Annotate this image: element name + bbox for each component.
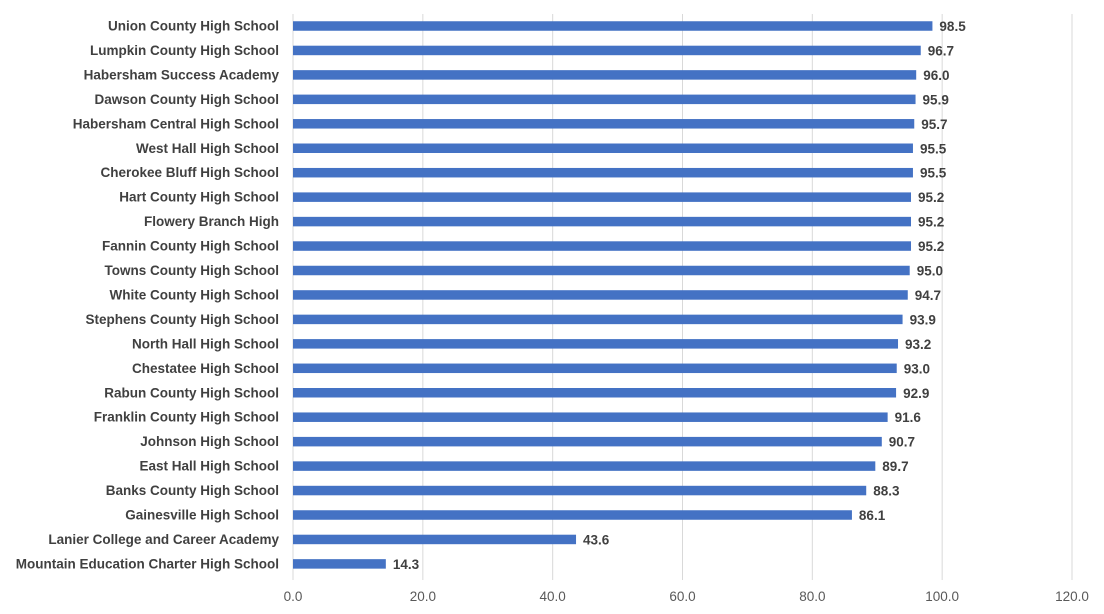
bar xyxy=(293,241,912,251)
category-label: North Hall High School xyxy=(132,336,279,351)
category-label: West Hall High School xyxy=(136,141,279,156)
bar xyxy=(293,461,876,471)
value-labels: 98.5 96.7 96.0 95.9 95.7 95.5 95.5 95.2 95.2 95.2… xyxy=(393,19,966,572)
category-label: Fannin County High School xyxy=(102,239,279,254)
value-label: 89.7 xyxy=(882,459,908,474)
bar xyxy=(293,119,915,129)
category-label: Lanier College and Career Academy xyxy=(48,532,279,547)
bar xyxy=(293,534,577,545)
x-tick-label: 40.0 xyxy=(540,589,566,604)
x-tick-label: 80.0 xyxy=(799,589,825,604)
bar xyxy=(293,436,882,447)
value-label: 93.0 xyxy=(904,361,930,376)
value-label: 93.2 xyxy=(905,337,931,352)
category-label: Lumpkin County High School xyxy=(90,43,279,58)
value-label: 95.2 xyxy=(918,190,944,205)
category-label: Habersham Success Academy xyxy=(84,67,280,82)
category-label: Stephens County High School xyxy=(85,312,279,327)
value-label: 96.7 xyxy=(928,43,954,58)
category-label: Towns County High School xyxy=(105,263,280,278)
category-label: Mountain Education Charter High School xyxy=(16,556,279,571)
x-tick-label: 0.0 xyxy=(284,589,303,604)
value-label: 95.7 xyxy=(921,117,947,132)
category-label: Banks County High School xyxy=(106,483,279,498)
bar xyxy=(293,216,912,227)
bar xyxy=(293,94,916,105)
category-label: Hart County High School xyxy=(119,190,279,205)
value-label: 95.5 xyxy=(920,141,947,156)
category-label: Flowery Branch High xyxy=(144,214,279,229)
bar xyxy=(293,21,933,31)
category-label: White County High School xyxy=(110,287,279,302)
value-label: 94.7 xyxy=(915,288,941,303)
category-label: Dawson County High School xyxy=(95,92,280,107)
category-labels: Union County High School Lumpkin County H… xyxy=(16,19,280,572)
bar xyxy=(293,412,888,422)
category-label: Franklin County High School xyxy=(94,410,279,425)
bar xyxy=(293,192,912,202)
x-tick-label: 60.0 xyxy=(669,589,695,604)
bar xyxy=(293,339,899,349)
bar xyxy=(293,314,903,325)
bar xyxy=(293,167,913,178)
value-label: 92.9 xyxy=(903,386,929,401)
value-label: 95.2 xyxy=(918,239,944,254)
category-label: Union County High School xyxy=(108,19,279,34)
value-label: 93.9 xyxy=(910,312,936,327)
category-label: East Hall High School xyxy=(139,459,279,474)
bar xyxy=(293,290,908,300)
bars-group xyxy=(293,21,933,569)
category-label: Cherokee Bluff High School xyxy=(100,165,279,180)
x-tick-label: 100.0 xyxy=(925,589,959,604)
category-label: Gainesville High School xyxy=(125,508,279,523)
value-label: 95.0 xyxy=(917,264,943,279)
bar xyxy=(293,485,867,496)
bar xyxy=(293,70,917,80)
bar xyxy=(293,388,897,398)
x-tick-label: 120.0 xyxy=(1055,589,1089,604)
bar xyxy=(293,45,921,56)
category-label: Rabun County High School xyxy=(104,385,279,400)
bar xyxy=(293,510,852,520)
bar xyxy=(293,559,386,569)
category-label: Chestatee High School xyxy=(132,361,279,376)
bar xyxy=(293,143,913,153)
value-label: 95.5 xyxy=(920,166,947,181)
value-label: 95.2 xyxy=(918,215,944,230)
value-label: 96.0 xyxy=(923,68,949,83)
value-label: 91.6 xyxy=(895,410,922,425)
value-label: 95.9 xyxy=(923,92,949,107)
x-tick-labels: 0.0 20.0 40.0 60.0 80.0 100.0 120.0 xyxy=(284,589,1089,604)
value-label: 98.5 xyxy=(939,19,966,34)
bar xyxy=(293,363,897,374)
value-label: 88.3 xyxy=(873,484,900,499)
bar xyxy=(293,265,910,276)
value-label: 86.1 xyxy=(859,508,886,523)
value-label: 14.3 xyxy=(393,557,420,572)
category-label: Habersham Central High School xyxy=(73,116,279,131)
value-label: 43.6 xyxy=(583,532,610,547)
x-tick-label: 20.0 xyxy=(410,589,436,604)
value-label: 90.7 xyxy=(889,435,915,450)
category-label: Johnson High School xyxy=(140,434,279,449)
